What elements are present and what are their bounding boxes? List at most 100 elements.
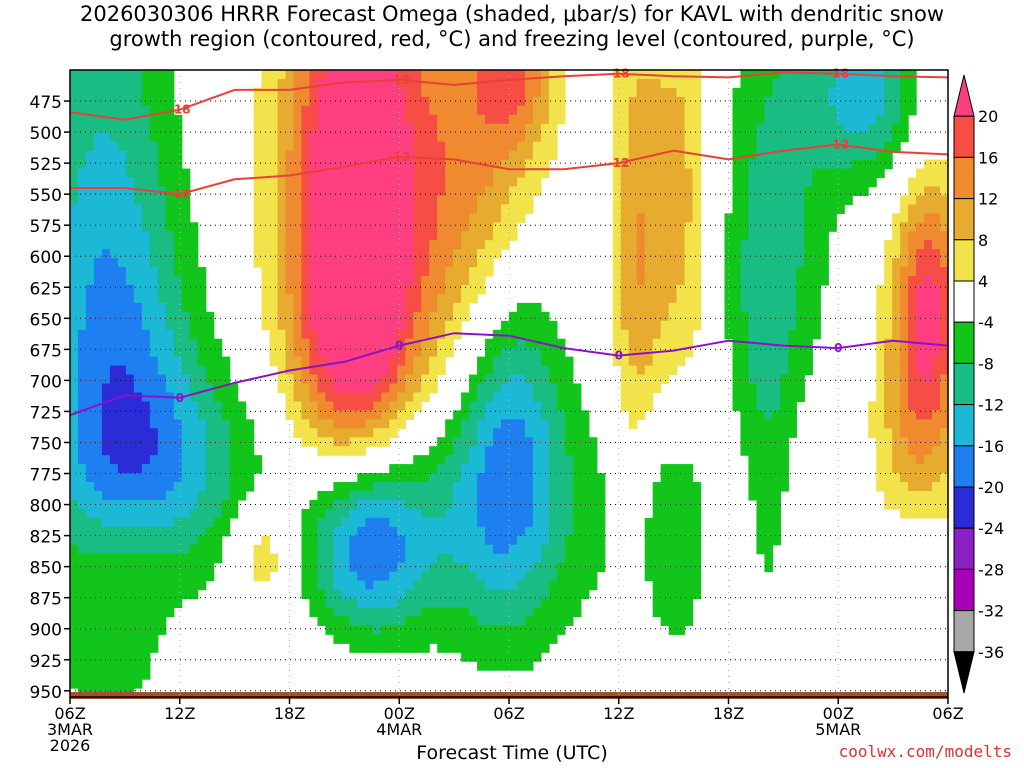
omega-cell — [70, 222, 79, 232]
omega-cell — [916, 419, 925, 429]
omega-cell — [940, 374, 949, 385]
omega-cell — [892, 437, 901, 447]
omega-cell — [349, 302, 358, 313]
omega-cell — [780, 437, 789, 447]
omega-cell — [445, 222, 454, 232]
omega-cell — [684, 499, 694, 510]
omega-cell — [389, 177, 398, 188]
omega-cell — [317, 356, 327, 367]
omega-cell — [325, 392, 334, 403]
title-line-2: growth region (contoured, red, °C) and f… — [109, 27, 915, 51]
omega-cell — [620, 78, 630, 89]
omega-cell — [756, 410, 766, 420]
omega-cell — [77, 526, 87, 537]
omega-cell — [133, 168, 143, 179]
omega-cell — [293, 87, 303, 98]
omega-cell — [189, 589, 199, 600]
omega-cell — [780, 213, 789, 223]
omega-cell — [109, 96, 119, 107]
omega-cell — [397, 159, 406, 170]
omega-cell — [77, 284, 87, 295]
omega-cell — [461, 625, 470, 635]
omega-cell — [932, 195, 941, 205]
omega-cell — [133, 634, 143, 644]
omega-cell — [189, 517, 199, 528]
omega-cell — [325, 87, 334, 98]
omega-cell — [421, 482, 430, 492]
omega-cell — [213, 392, 223, 403]
omega-cell — [628, 132, 638, 143]
omega-cell — [493, 150, 502, 161]
omega-cell — [908, 204, 917, 214]
omega-cell — [596, 526, 606, 537]
omega-cell — [509, 625, 518, 635]
omega-cell — [804, 114, 813, 125]
omega-cell — [173, 490, 183, 501]
omega-cell — [596, 562, 606, 573]
omega-cell — [413, 276, 422, 286]
omega-cell — [796, 231, 805, 241]
omega-cell — [509, 464, 518, 474]
omega-cell — [309, 410, 319, 420]
omega-cell — [181, 446, 191, 456]
omega-cell — [333, 562, 342, 573]
omega-cell — [213, 482, 223, 492]
omega-cell — [453, 437, 462, 447]
omega-cell — [732, 356, 742, 367]
omega-cell — [556, 374, 566, 385]
omega-cell — [93, 455, 103, 465]
omega-cell — [341, 347, 350, 358]
omega-cell — [485, 159, 494, 170]
omega-cell — [644, 168, 654, 179]
omega-cell — [285, 96, 295, 107]
omega-cell — [341, 87, 350, 98]
omega-cell — [900, 123, 909, 134]
omega-cell — [532, 168, 542, 179]
omega-cell — [509, 177, 518, 188]
omega-cell — [524, 356, 534, 367]
omega-cell — [644, 249, 654, 259]
omega-cell — [477, 132, 486, 143]
omega-cell — [812, 249, 821, 259]
omega-cell — [141, 365, 151, 376]
omega-cell — [381, 517, 390, 528]
omega-cell — [900, 132, 909, 143]
omega-cell — [477, 607, 486, 617]
omega-cell — [101, 320, 111, 331]
omega-cell — [876, 168, 885, 179]
omega-cell — [748, 177, 758, 188]
omega-cell — [532, 446, 542, 456]
omega-cell — [429, 535, 438, 546]
y-tick-label: 725 — [30, 403, 62, 423]
omega-cell — [876, 320, 885, 331]
omega-cell — [524, 383, 534, 394]
omega-cell — [900, 490, 909, 501]
omega-cell — [932, 186, 941, 196]
omega-cell — [524, 499, 534, 510]
omega-cell — [157, 276, 167, 286]
omega-cell — [860, 123, 869, 134]
omega-cell — [197, 302, 207, 313]
omega-cell — [301, 589, 311, 600]
omega-cell — [732, 123, 742, 134]
omega-cell — [325, 70, 334, 80]
omega-cell — [796, 249, 805, 259]
omega-cell — [149, 293, 159, 304]
omega-cell — [764, 544, 773, 555]
omega-cell — [493, 437, 502, 447]
colorbar-swatch — [953, 198, 975, 241]
omega-cell — [924, 329, 933, 340]
omega-cell — [245, 455, 255, 465]
omega-cell — [349, 571, 358, 582]
omega-cell — [772, 383, 781, 394]
omega-cell — [277, 141, 287, 152]
omega-cell — [812, 186, 821, 196]
omega-cell — [493, 535, 502, 546]
omega-cell — [357, 562, 366, 573]
omega-cell — [628, 150, 638, 161]
omega-cell — [389, 392, 398, 403]
omega-cell — [572, 517, 582, 528]
y-tick-label: 900 — [30, 621, 62, 641]
omega-cell — [293, 329, 303, 340]
omega-cell — [357, 213, 366, 223]
